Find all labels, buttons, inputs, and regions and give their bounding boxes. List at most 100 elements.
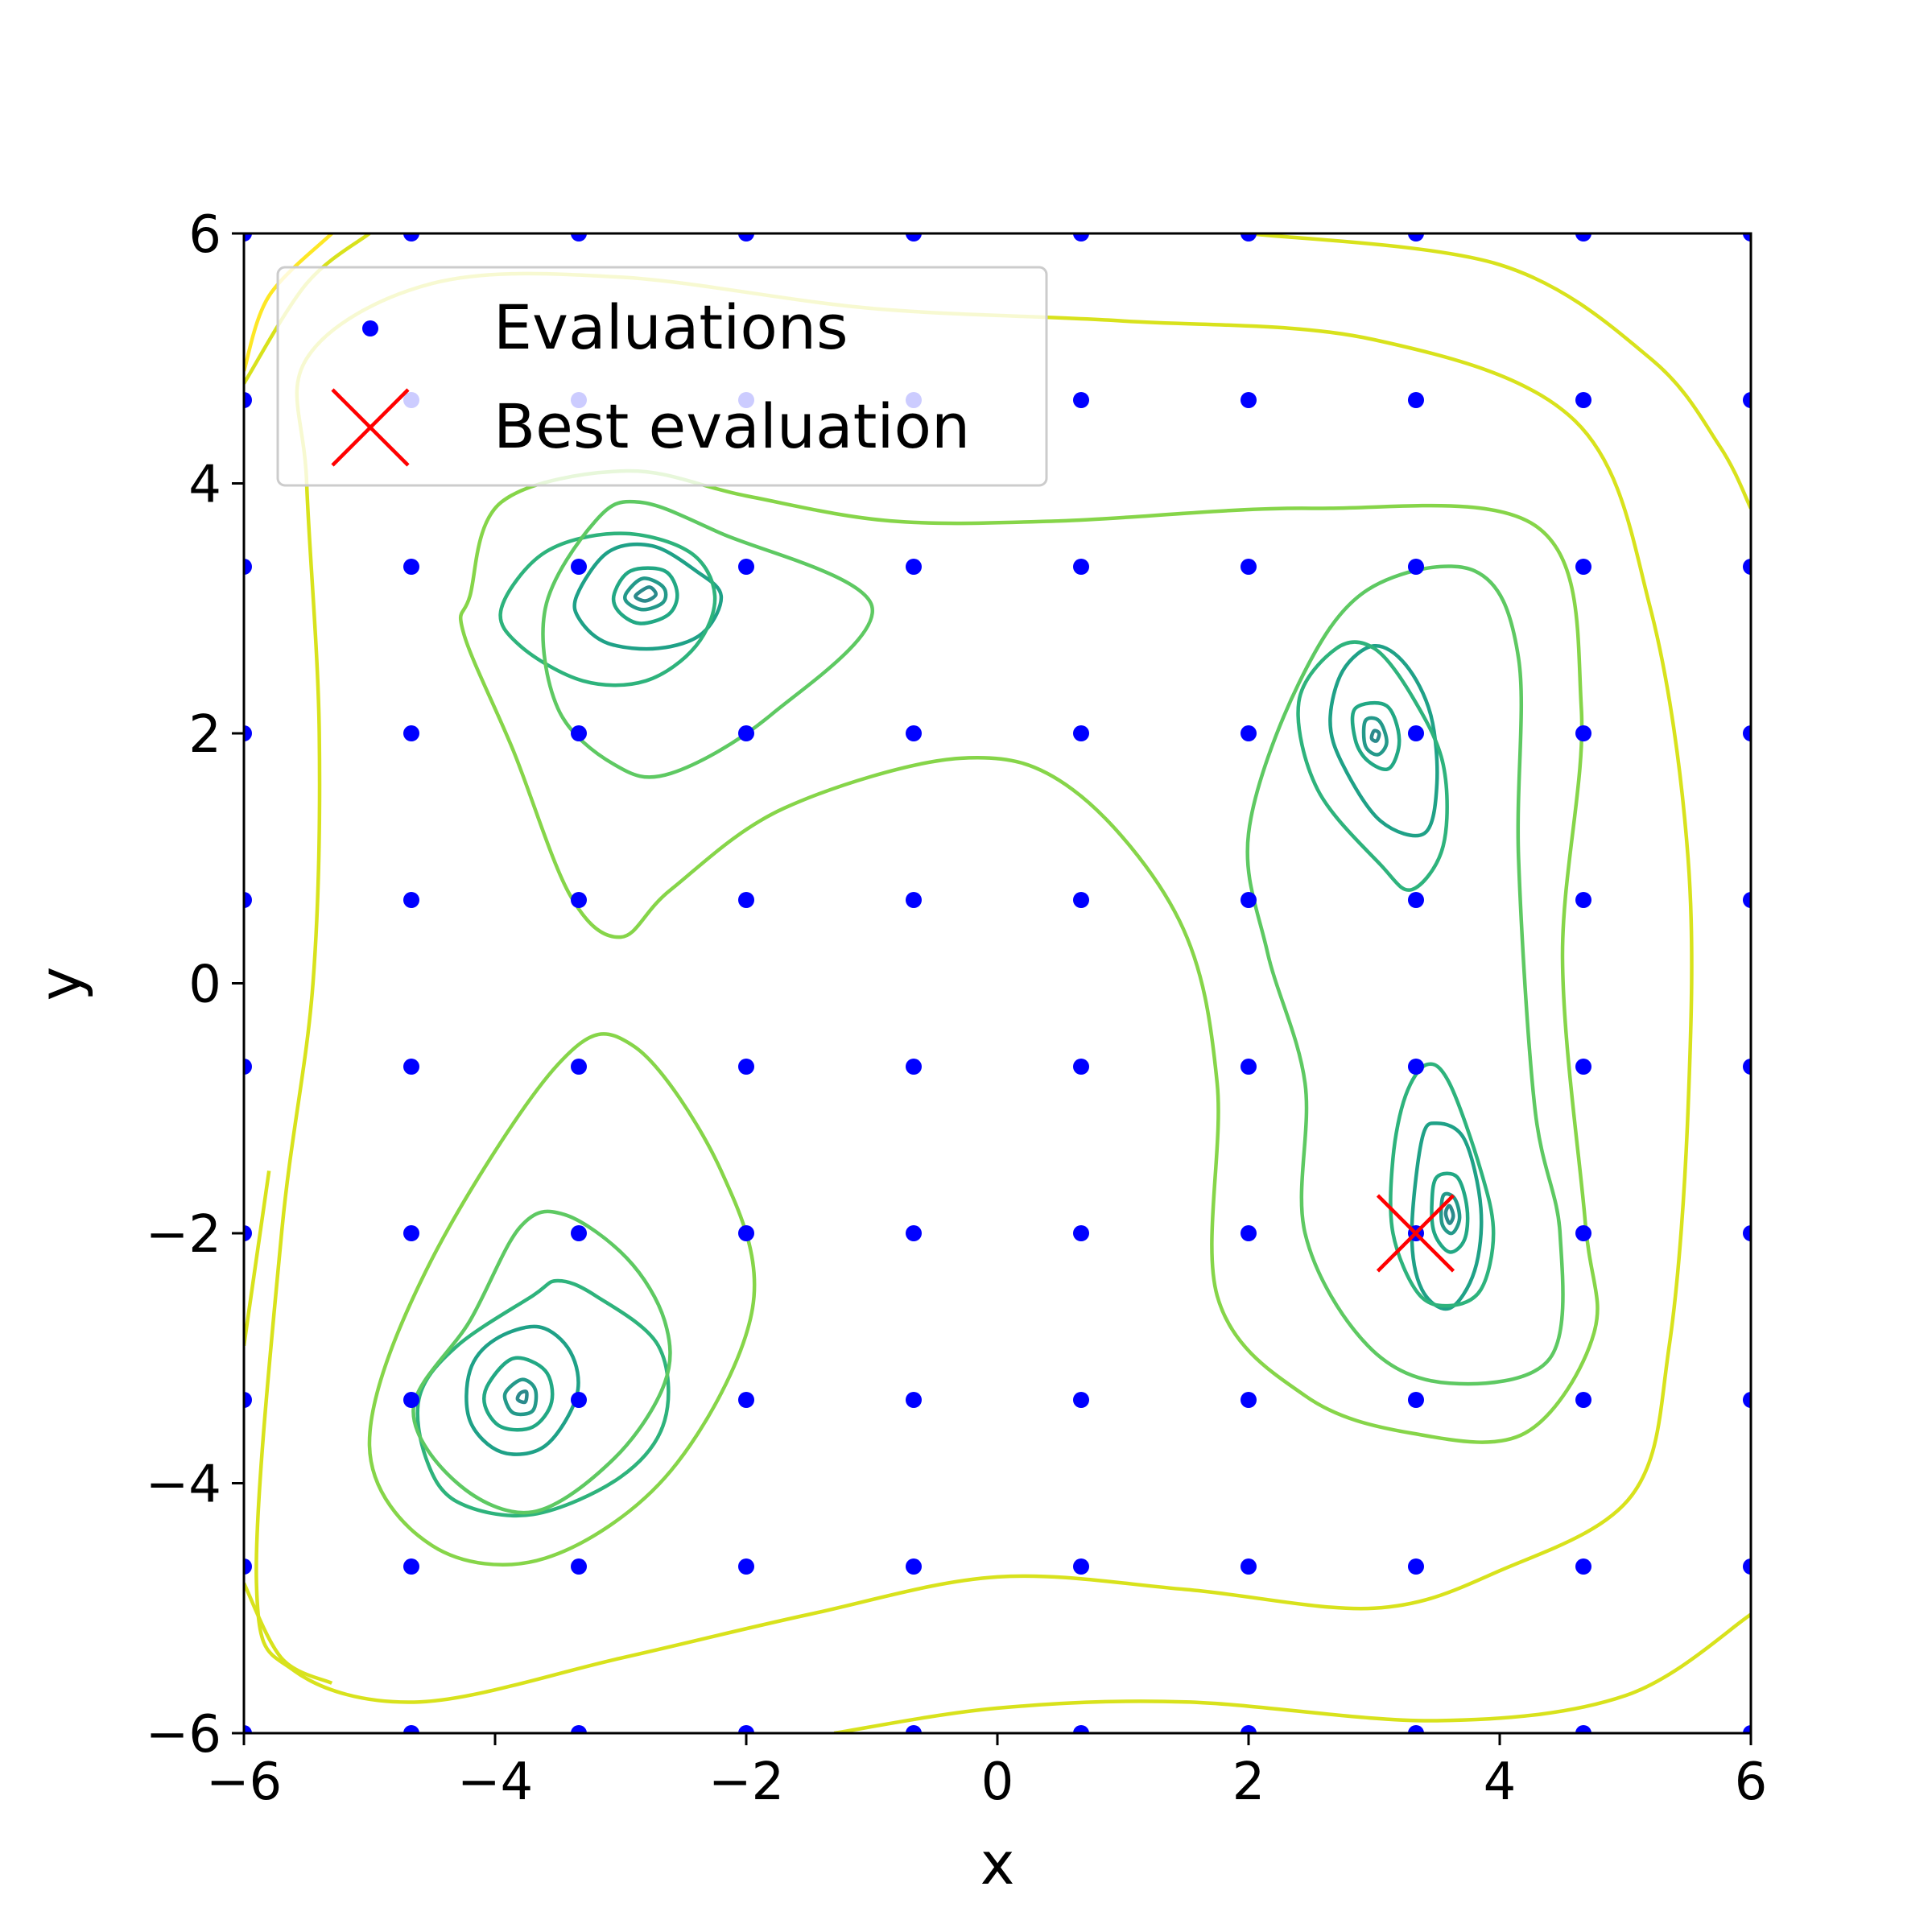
- evaluation-point: [1073, 1391, 1090, 1408]
- evaluation-point: [905, 1225, 922, 1241]
- evaluation-point: [738, 891, 754, 908]
- legend-box: [276, 266, 1048, 487]
- evaluation-point: [571, 1725, 588, 1733]
- evaluation-point: [1575, 1225, 1592, 1241]
- contour-line: [1350, 700, 1402, 771]
- evaluation-point: [1073, 1558, 1090, 1575]
- evaluation-point: [905, 1558, 922, 1575]
- contour-line: [515, 1389, 529, 1405]
- evaluation-point: [1241, 1558, 1257, 1575]
- contour-line: [367, 1032, 757, 1567]
- contour-line: [1328, 644, 1439, 838]
- evaluation-point: [1241, 391, 1257, 408]
- contour-line: [244, 1170, 271, 1347]
- y-tick-label: 4: [188, 456, 221, 515]
- evaluation-point: [1407, 1725, 1424, 1733]
- evaluation-point: [402, 1558, 419, 1575]
- evaluation-point: [905, 725, 922, 741]
- contour-line: [1369, 729, 1381, 743]
- contour-line: [1430, 1171, 1470, 1254]
- x-tick-label: 6: [1735, 1752, 1768, 1812]
- evaluation-point: [738, 1391, 754, 1408]
- y-tick-label: 6: [188, 205, 221, 265]
- x-tick-label: −4: [457, 1752, 533, 1812]
- evaluation-point: [1743, 233, 1751, 242]
- contour-line: [541, 499, 874, 779]
- evaluation-point: [1073, 1725, 1090, 1733]
- legend-x-stroke: [331, 388, 410, 467]
- x-axis-label: x: [980, 1830, 1015, 1897]
- contour-line: [634, 585, 658, 603]
- legend: Evaluations Best evaluation: [276, 266, 1048, 487]
- evaluation-point: [738, 1558, 754, 1575]
- contour-line: [244, 233, 333, 372]
- evaluation-point: [1575, 1391, 1592, 1408]
- evaluation-point: [244, 233, 252, 242]
- contour-line: [572, 542, 724, 651]
- best-evaluation-stroke: [1376, 1194, 1455, 1273]
- evaluation-point: [1575, 559, 1592, 576]
- evaluation-point: [1407, 725, 1424, 741]
- evaluation-point: [244, 891, 252, 908]
- evaluation-point: [571, 1059, 588, 1075]
- y-axis-label: y: [27, 967, 94, 1001]
- contour-line: [415, 1278, 671, 1518]
- evaluation-point: [244, 1059, 252, 1075]
- y-tick-label: 0: [188, 956, 221, 1015]
- evaluation-point: [1575, 1725, 1592, 1733]
- evaluation-point: [1241, 1225, 1257, 1241]
- evaluation-point: [571, 233, 588, 242]
- contour-line: [482, 1356, 555, 1432]
- evaluation-point: [1743, 1725, 1751, 1733]
- evaluation-point: [1743, 391, 1751, 408]
- evaluation-point: [1241, 559, 1257, 576]
- y-tick-label: 2: [188, 705, 221, 765]
- evaluation-point: [738, 233, 754, 242]
- legend-best-evaluation-marker: [331, 388, 410, 467]
- evaluation-point: [1241, 725, 1257, 741]
- evaluation-point: [402, 891, 419, 908]
- evaluation-point: [1575, 391, 1592, 408]
- contour-line: [244, 1582, 333, 1685]
- contour-line: [411, 1209, 672, 1515]
- evaluation-point: [1743, 1059, 1751, 1075]
- evaluation-point: [402, 725, 419, 741]
- evaluation-point: [1407, 233, 1424, 242]
- contour-line: [1248, 233, 1751, 510]
- y-tick-label: −6: [146, 1705, 221, 1765]
- evaluation-point: [1073, 725, 1090, 741]
- evaluation-point: [1743, 725, 1751, 741]
- evaluation-point: [1575, 1558, 1592, 1575]
- evaluation-point: [1241, 233, 1257, 242]
- evaluation-point: [1743, 1558, 1751, 1575]
- evaluation-point: [571, 1558, 588, 1575]
- evaluation-point: [402, 559, 419, 576]
- evaluation-point: [738, 1725, 754, 1733]
- evaluation-point: [1073, 1225, 1090, 1241]
- evaluation-point: [1407, 1558, 1424, 1575]
- evaluation-point: [244, 1225, 252, 1241]
- evaluation-point: [571, 891, 588, 908]
- contour-line: [1296, 640, 1449, 892]
- evaluation-point: [1073, 559, 1090, 576]
- evaluation-point: [1241, 1391, 1257, 1408]
- evaluation-point: [1575, 891, 1592, 908]
- evaluation-point: [571, 725, 588, 741]
- evaluation-point: [1073, 891, 1090, 908]
- contour-line: [1443, 1203, 1455, 1225]
- evaluation-point: [1073, 391, 1090, 408]
- axis-ticks: −6 −4 −2 0 2 4 6 −6 −4 −2 0 2 4 6: [146, 205, 1768, 1812]
- evaluation-point: [738, 725, 754, 741]
- x-tick-label: 0: [981, 1752, 1014, 1812]
- evaluation-point: [571, 1391, 588, 1408]
- evaluation-point: [402, 1391, 419, 1408]
- evaluation-point: [1407, 559, 1424, 576]
- contour-line: [1245, 564, 1565, 1386]
- evaluation-points: [244, 233, 1751, 1733]
- y-tick-label: −4: [146, 1455, 221, 1515]
- evaluation-point: [1575, 725, 1592, 741]
- evaluation-point: [244, 559, 252, 576]
- best-evaluation-layer: [1376, 1194, 1455, 1273]
- evaluation-point: [1743, 1225, 1751, 1241]
